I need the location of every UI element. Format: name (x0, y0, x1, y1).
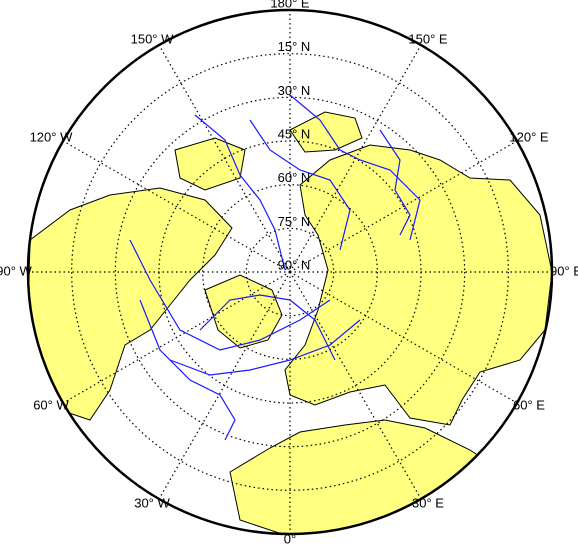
meridian-label: 90° E (550, 263, 578, 278)
meridian-label: 150° E (408, 31, 448, 46)
storm-track (139, 299, 236, 441)
meridian-label: 60° E (513, 397, 545, 412)
frame (26, 8, 554, 536)
meridian-label: 30° E (412, 496, 444, 511)
parallel-line (245, 227, 335, 317)
storm-track (194, 114, 286, 271)
parallel-line (71, 53, 509, 491)
meridian-line (289, 271, 518, 404)
parallel-label: 90° N (278, 257, 311, 272)
parallel-label: 15° N (278, 39, 311, 54)
greenland (204, 274, 283, 349)
storm-track (199, 294, 336, 361)
meridian-line (62, 140, 291, 273)
meridian-line (289, 44, 422, 273)
tracks (129, 94, 421, 441)
parallel-line (202, 184, 378, 360)
grid (28, 10, 552, 534)
storm-track (289, 94, 421, 241)
meridian-line (289, 140, 518, 273)
meridian-line (62, 271, 291, 404)
meridian-line (158, 271, 291, 500)
storm-track (169, 319, 361, 376)
parallel-line (114, 96, 466, 448)
meridian-label: 150° W (131, 31, 175, 46)
eurasia (284, 144, 552, 426)
storm-track (379, 129, 411, 236)
meridian-label: 120° W (30, 129, 74, 144)
parallel-label: 75° N (278, 214, 311, 229)
parallel-label: 60° N (278, 170, 311, 185)
storm-track (129, 239, 331, 351)
parallel-label: 45° N (278, 126, 311, 141)
alaska (174, 137, 246, 191)
parallel-label: 30° N (278, 83, 311, 98)
meridian-label: 0° (284, 531, 296, 546)
meridian-label: 120° E (509, 129, 549, 144)
meridian-label: 30° W (134, 496, 170, 511)
meridian-line (289, 271, 422, 500)
meridian-label: 180° E (270, 0, 310, 10)
storm-track (249, 119, 351, 251)
meridian-line (158, 44, 291, 273)
meridian-label: 90° W (0, 263, 32, 278)
meridian-label: 60° W (33, 397, 69, 412)
